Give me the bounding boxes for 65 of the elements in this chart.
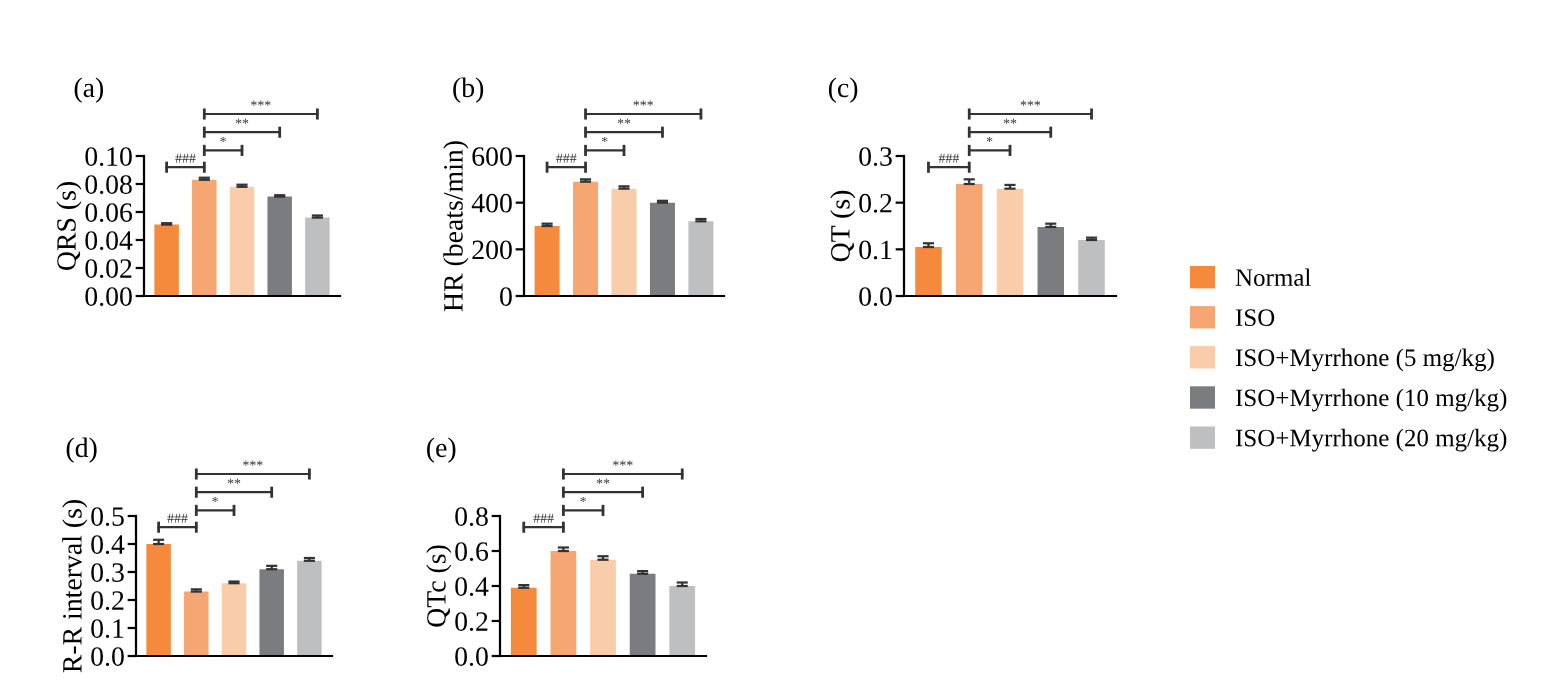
y-tick-label: 0.06 [85,203,133,223]
y-tick-label: 0.02 [85,259,132,279]
chart-title: (e) [427,437,456,463]
bar [996,188,1024,296]
bar [915,247,942,296]
y-tick-label: 0.08 [85,175,132,195]
y-tick-label: 0.0 [91,647,124,667]
bar [629,573,656,656]
bar [590,559,616,656]
bar [510,587,537,656]
bar [1078,240,1105,296]
legend-label: ISO+Myrrhone (20 mg/kg) [1235,428,1507,452]
y-axis-title: HR (beats/min) [443,141,469,312]
bar [184,591,209,656]
y-tick-label: 0.1 [91,619,124,639]
y-tick-label: 0.3 [859,147,892,167]
bar [669,586,696,656]
y-axis-title: QTc (s) [426,545,452,627]
y-tick-label: 0.2 [91,591,124,611]
y-tick-label: 0.6 [455,542,489,562]
bar [305,217,330,296]
chart-title: (d) [66,437,97,463]
y-tick-label: 0.0 [455,647,488,667]
bar [154,224,179,296]
bar [229,186,255,296]
y-tick-label: 0.4 [455,577,489,597]
chart-title: (b) [453,77,484,103]
bar [688,221,714,296]
bar [534,226,560,296]
y-tick-label: 0.8 [455,507,488,527]
y-tick-label: 0.2 [859,193,892,213]
bar [573,181,599,296]
y-tick-label: 0.2 [455,612,488,632]
bar [550,551,577,656]
legend-label: ISO+Myrrhone (5 mg/kg) [1235,348,1494,372]
legend-label: Normal [1235,268,1311,286]
y-tick-label: 0.04 [85,231,133,251]
y-tick-label: 0.00 [85,287,132,307]
bar [192,179,217,296]
legend-label: ISO+Myrrhone (10 mg/kg) [1235,388,1507,412]
legend-label: ISO [1235,309,1275,327]
y-axis-title: QT (s) [830,190,856,262]
y-tick-label: 400 [471,193,512,213]
y-tick-label: 600 [472,147,512,166]
y-axis-title: QRS (s) [56,182,82,270]
bar [611,188,637,296]
bar [267,196,292,296]
bar [649,202,675,296]
bar [955,184,983,296]
chart-title: (c) [828,77,858,103]
y-axis-title: R-R interval (s) [62,500,88,673]
y-tick-label: 0.4 [91,535,125,555]
y-tick-label: 0.10 [85,147,132,167]
y-tick-label: 200 [472,240,512,260]
bar [259,569,284,656]
y-tick-label: 0 [500,287,512,306]
bar [221,583,247,656]
bar [146,544,171,656]
y-tick-label: 0.3 [91,563,124,583]
bar [1037,226,1065,296]
y-tick-label: 0.0 [859,287,892,307]
y-tick-label: 0.1 [859,240,892,260]
y-tick-label: 0.5 [91,507,124,527]
chart-title: (a) [74,77,104,103]
bar [297,560,322,656]
